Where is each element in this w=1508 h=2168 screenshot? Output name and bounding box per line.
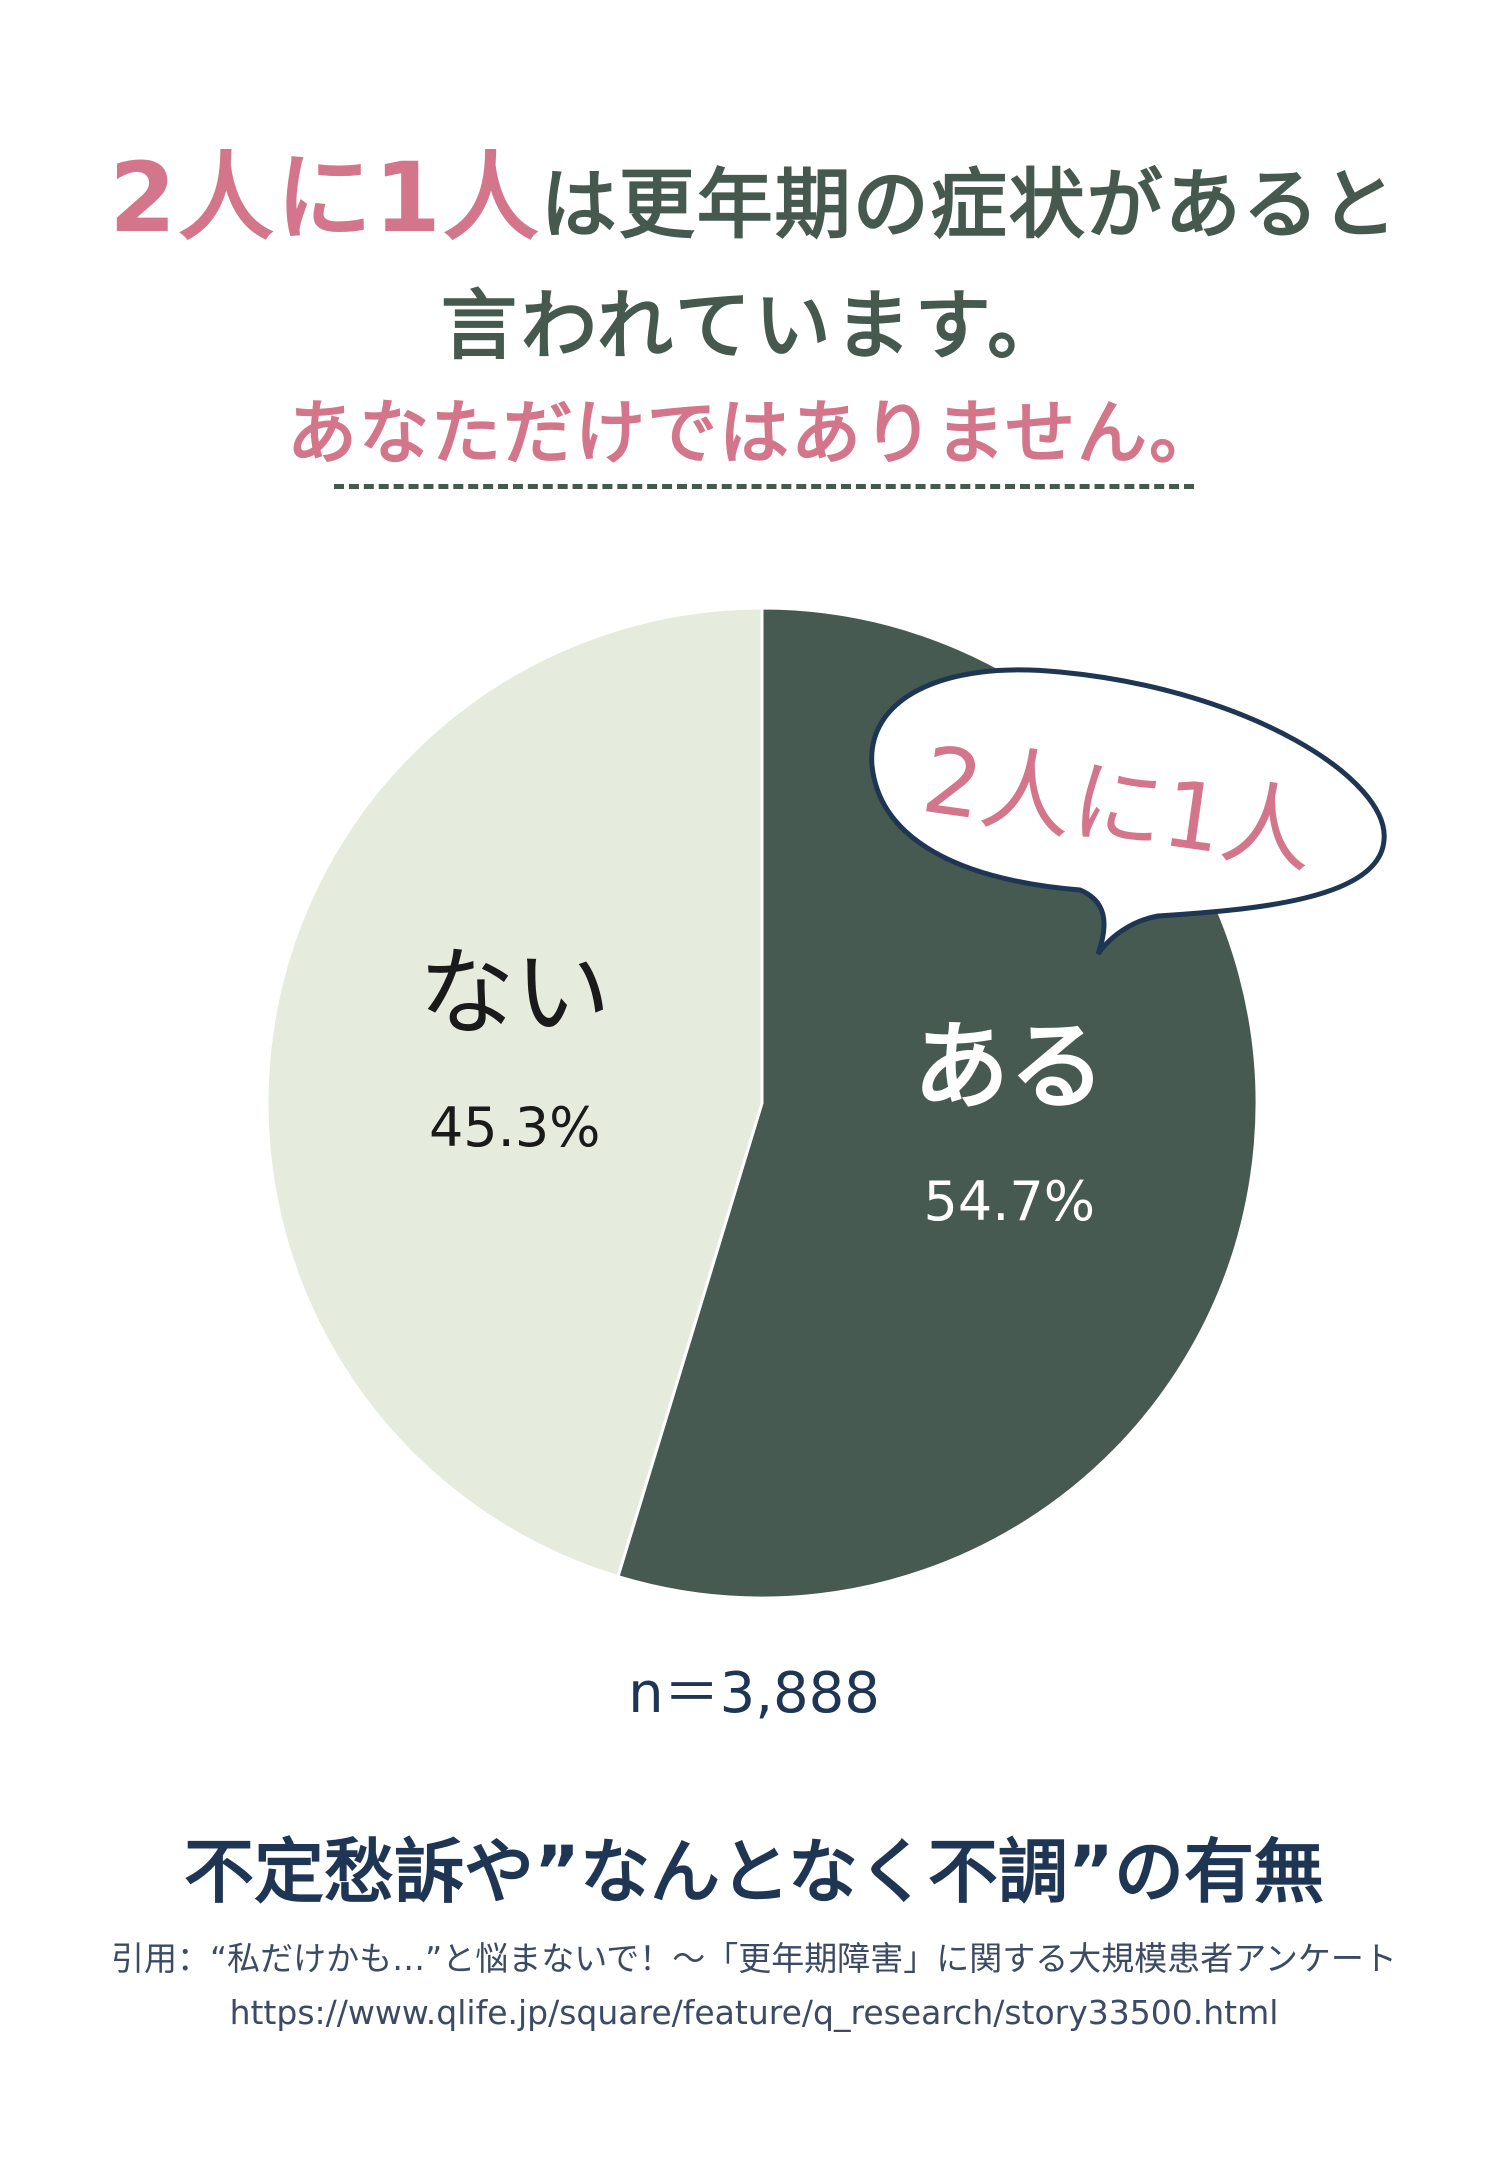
headline-line-3: あなただけではありません。 [287,392,1221,474]
sample-size: n＝3,888 [628,1661,880,1726]
dashed-underline [334,484,1194,489]
pie-labels: ある 54.7% ない 45.3% [419,937,1106,1233]
pie-slice-1 [265,606,764,1579]
chart-title: 不定愁訴や”なんとなく不調”の有無 [184,1831,1324,1913]
pie-chart: ある 54.7% ない 45.3% 2人に1人 [265,606,1387,1600]
headline-rest: は更年期の症状があると [540,160,1399,249]
headline-line-2: 言われています。 [440,281,1068,370]
slice-label-0: ある [913,1011,1105,1123]
source-citation: 引用：“私だけかも…”と悩まないで！～「更年期障害」に関する大規模患者アンケート [111,1939,1397,1978]
headline-accent: 2人に1人 [109,142,541,254]
source-url: https://www.qlife.jp/square/feature/q_re… [229,1993,1279,2032]
headline-line-1: 2人に1人は更年期の症状があると [0,150,1508,246]
slice-value-1: 45.3% [429,1096,601,1159]
speech-bubble: 2人に1人 [869,667,1387,956]
speech-bubble-shape [869,667,1387,956]
slice-label-1: ない [419,937,611,1049]
slice-value-0: 54.7% [924,1170,1096,1233]
